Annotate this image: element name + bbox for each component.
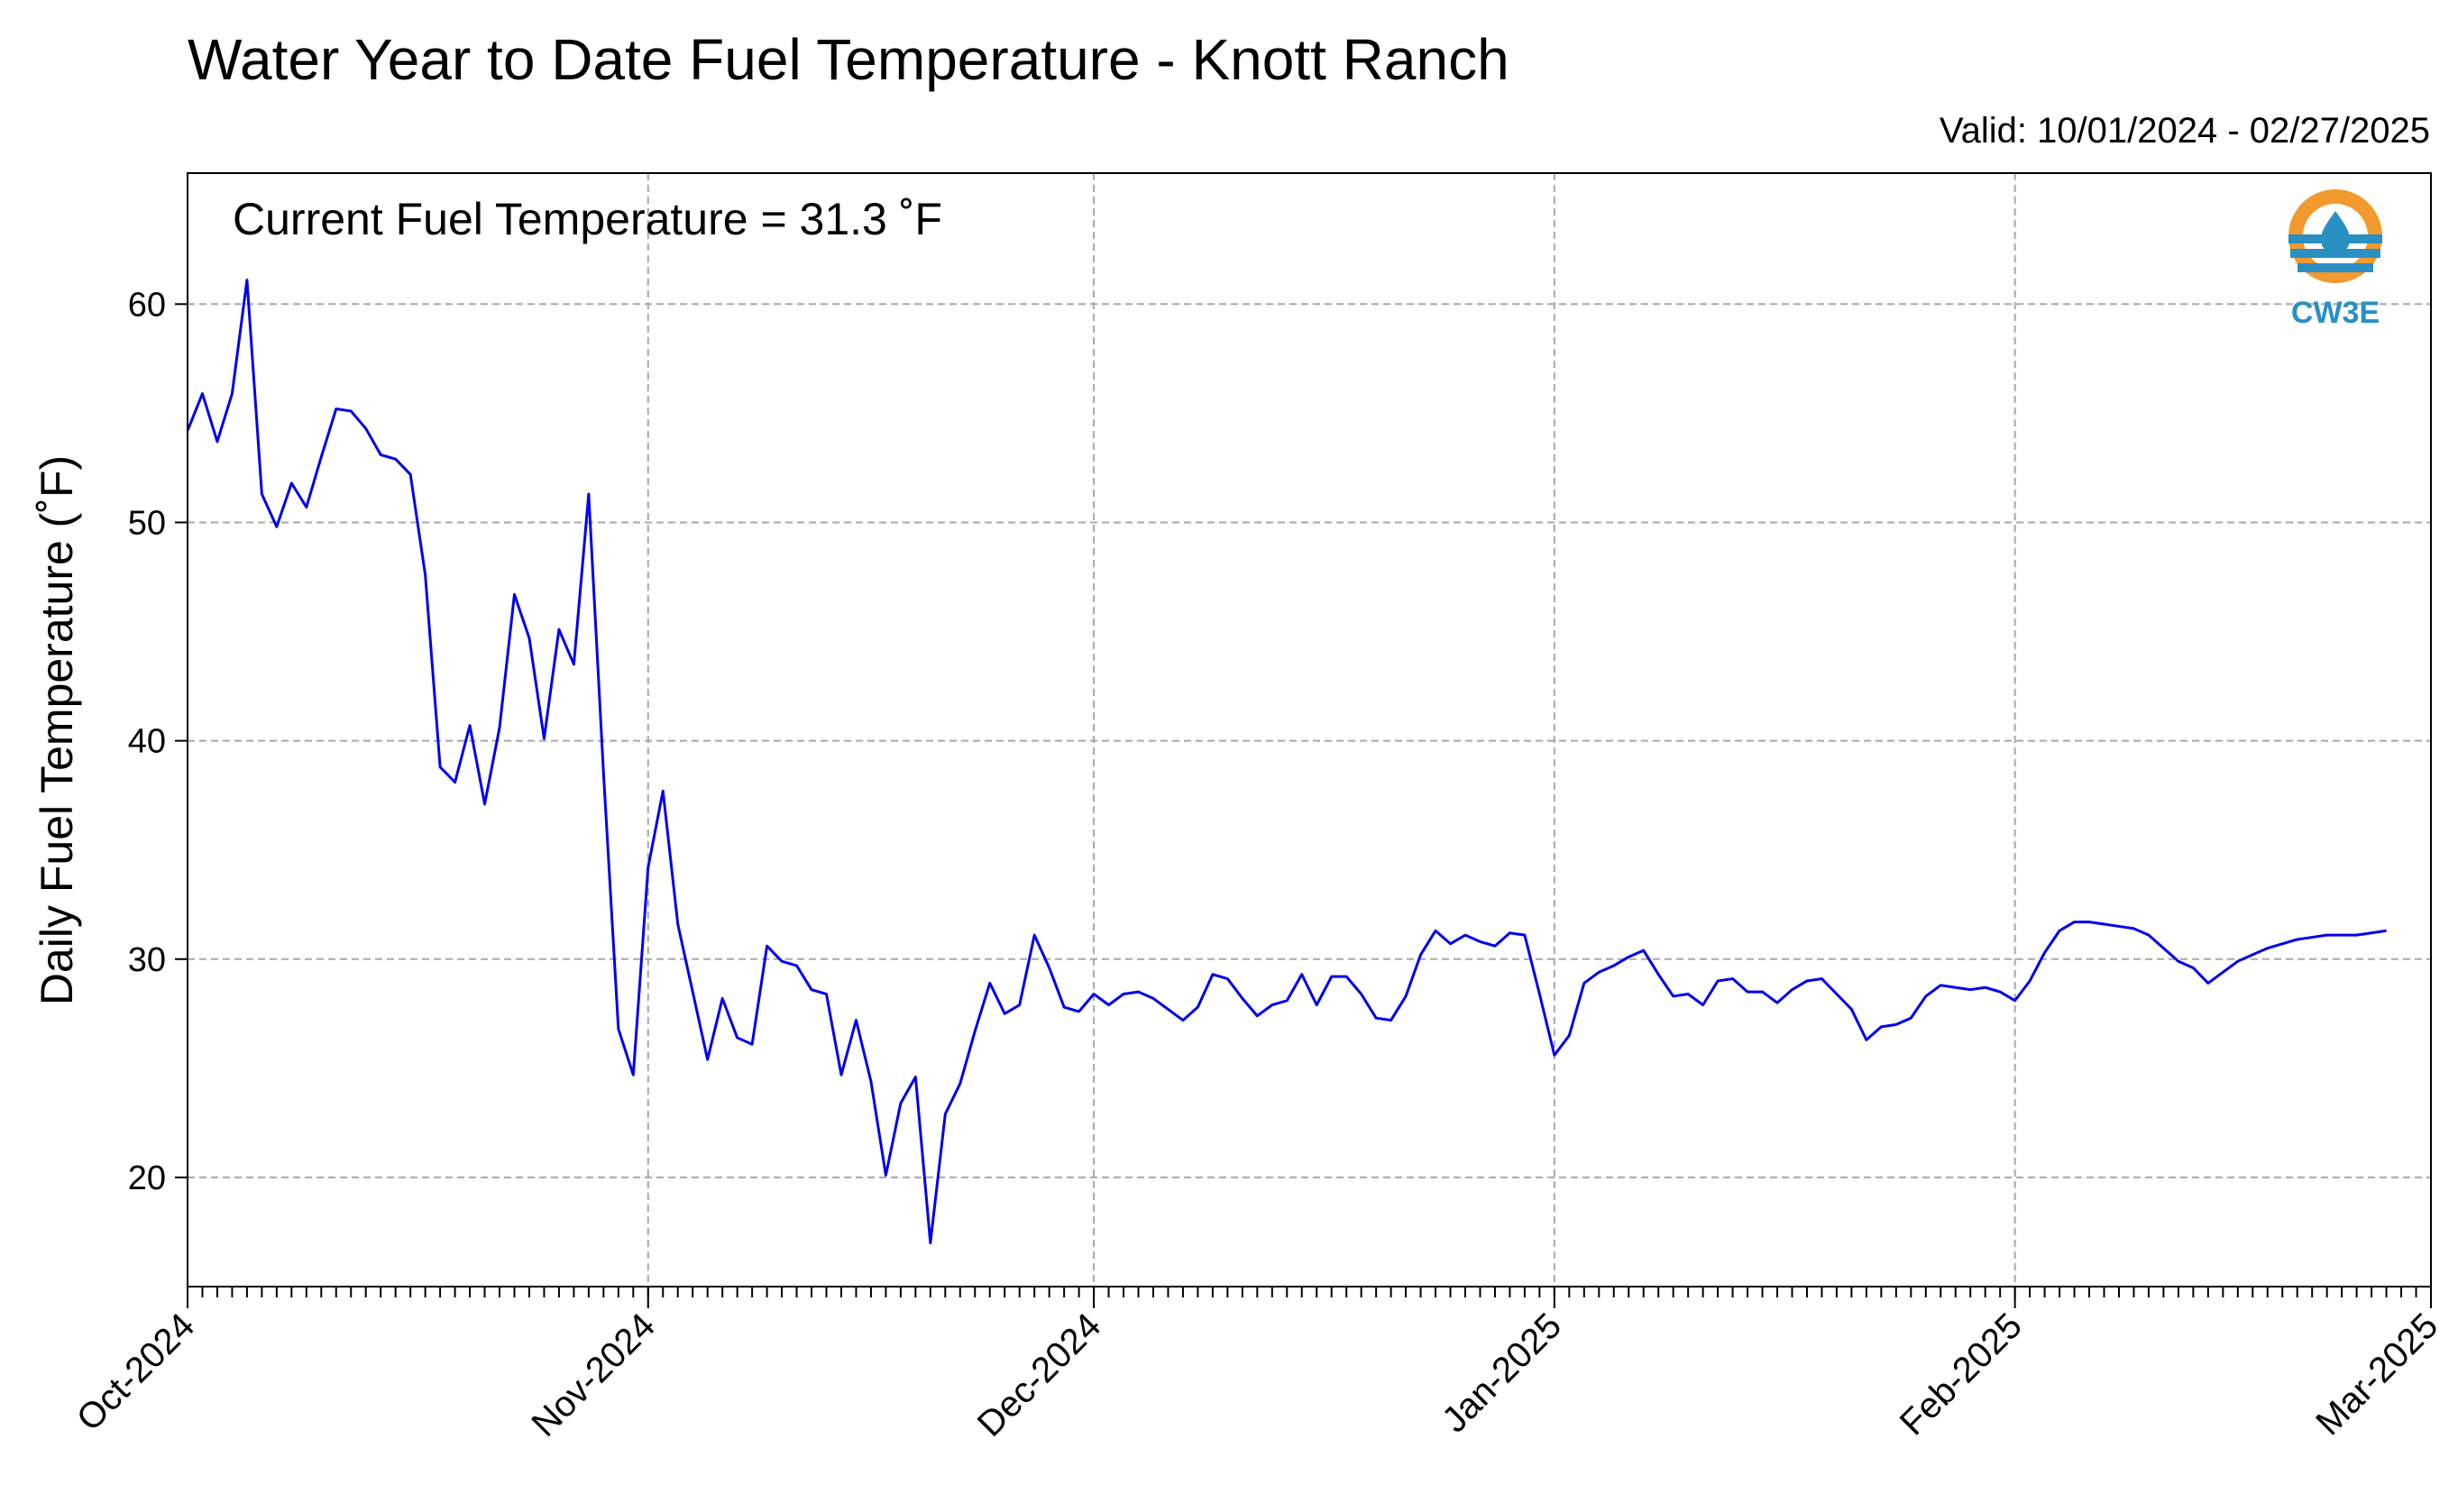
y-tick-label: 30 <box>128 941 166 979</box>
y-tick-label: 50 <box>128 504 166 542</box>
current-temperature-annotation: Current Fuel Temperature = 31.3 ˚F <box>233 194 942 244</box>
x-tick-label: Feb-2025 <box>1893 1306 2030 1443</box>
y-tick-label: 20 <box>128 1159 166 1197</box>
y-tick-label: 60 <box>128 286 166 324</box>
x-axis: Oct-2024 Nov-2024 Dec-2024 Jan-2025 Feb-2025… <box>69 1287 2445 1444</box>
x-tick-label: Oct-2024 <box>69 1306 202 1438</box>
x-tick-label: Dec-2024 <box>970 1306 1109 1444</box>
plot-frame <box>187 172 2432 1287</box>
cw3e-logo: CW3E <box>2288 189 2382 330</box>
x-tick-label: Jan-2025 <box>1435 1306 1569 1440</box>
grid-lines <box>187 173 2432 1287</box>
y-axis-label: Daily Fuel Temperature (˚F) <box>32 455 82 1005</box>
x-tick-label: Nov-2024 <box>524 1306 663 1444</box>
fuel-temperature-line <box>186 279 2387 1245</box>
logo-label: CW3E <box>2291 296 2380 330</box>
x-tick-label: Mar-2025 <box>2308 1306 2445 1443</box>
y-axis: 20 30 40 50 60 <box>128 286 188 1197</box>
chart-title: Water Year to Date Fuel Temperature - Kn… <box>188 27 1509 92</box>
valid-date-range: Valid: 10/01/2024 - 02/27/2025 <box>1940 111 2430 151</box>
water-drop-icon <box>2321 211 2350 254</box>
logo-wave-3 <box>2297 263 2373 272</box>
y-tick-label: 40 <box>128 723 166 761</box>
